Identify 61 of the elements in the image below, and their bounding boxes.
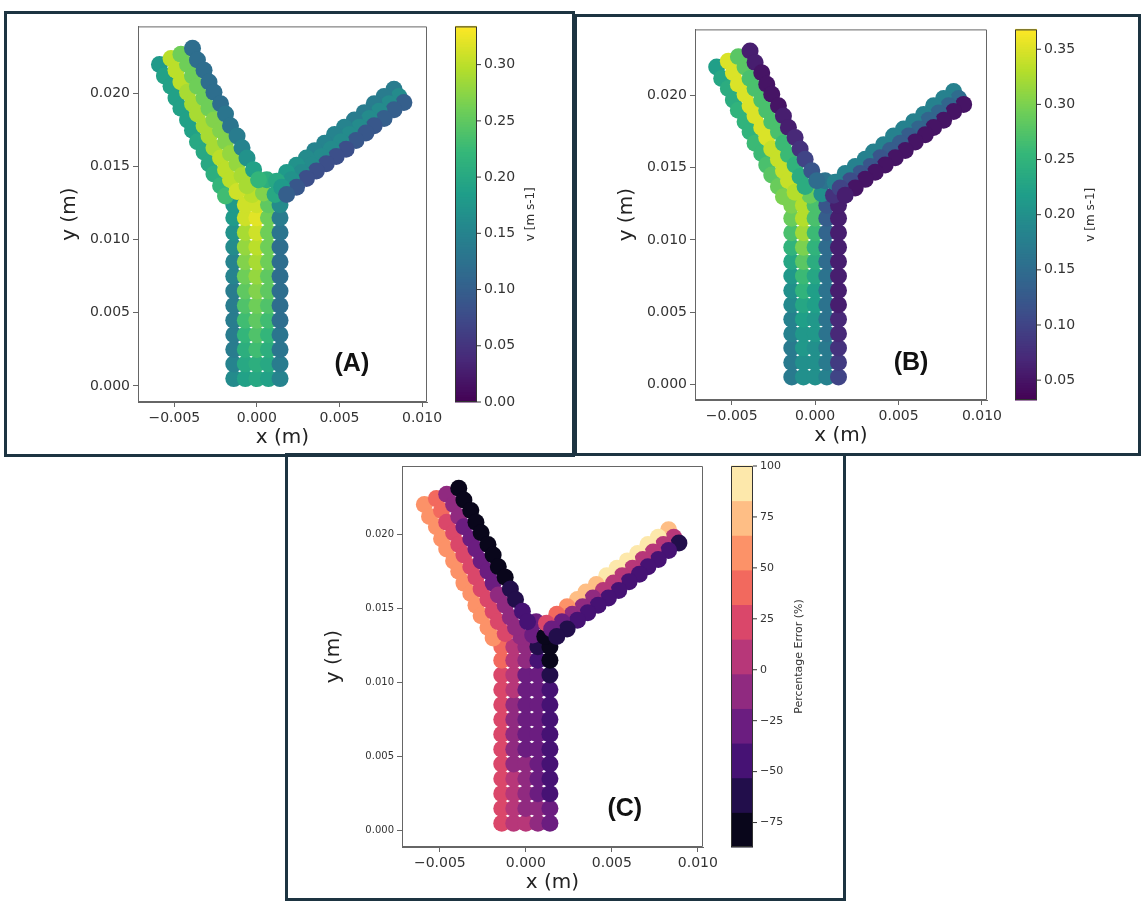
y-tick-label: 0.010 [365, 676, 394, 688]
y-axis-title: y (m) [613, 188, 638, 242]
y-axis-title: y (m) [56, 187, 81, 241]
color-bar-label: 0.05 [1044, 370, 1076, 387]
x-axis-title: x (m) [525, 869, 580, 894]
x-tick-label: −0.005 [148, 409, 201, 426]
color-bar-label: 0.30 [1044, 95, 1076, 112]
color-bar-label: 0.10 [1044, 315, 1076, 332]
y-tick-label: 0.010 [89, 230, 130, 247]
color-bar-label: 0.25 [1044, 150, 1076, 167]
x-tick-label: 0.010 [677, 854, 718, 871]
color-bar-label: 25 [760, 611, 774, 625]
y-tick-label: 0.000 [365, 824, 394, 836]
x-tick-label: 0.005 [319, 409, 360, 426]
y-tick-label: 0.005 [646, 302, 687, 319]
color-bar-label: 0.25 [484, 111, 516, 128]
x-tick-label: 0.000 [236, 409, 277, 426]
color-bar-title: v [m s-1] [1083, 187, 1098, 242]
x-tick-label: 0.000 [795, 407, 836, 424]
annotation: (B) [893, 346, 929, 375]
color-bar-label: −50 [760, 764, 784, 778]
y-tick-label: 0.015 [646, 158, 687, 175]
color-bar-label: 50 [760, 560, 774, 574]
color-bar-label: 0.15 [1044, 260, 1076, 277]
color-bar-label: 0.30 [484, 55, 516, 72]
x-tick-label: 0.010 [961, 407, 1003, 424]
color-bar-title: Percentage Error (%) [791, 599, 805, 714]
y-tick-label: 0.005 [365, 750, 394, 762]
y-tick-label: 0.020 [365, 527, 394, 539]
y-tick-label: 0.020 [646, 86, 687, 103]
annotation: (A) [334, 348, 370, 377]
color-bar-label: 0.10 [484, 280, 516, 297]
annotation: (C) [607, 792, 643, 821]
color-bar-label: 75 [760, 509, 774, 523]
color-bar-title: v [m s-1] [523, 187, 538, 242]
x-tick-label: 0.005 [878, 407, 919, 424]
x-axis-title: x (m) [255, 424, 310, 449]
x-tick-label: −0.005 [705, 407, 758, 424]
color-bar-label: 0.00 [484, 392, 516, 409]
y-tick-label: 0.020 [89, 84, 130, 101]
color-bar-label: 0.35 [1044, 39, 1076, 56]
y-tick-label: 0.005 [89, 303, 130, 320]
y-tick-label: 0.010 [646, 230, 687, 247]
color-bar-label: 0.20 [484, 167, 516, 184]
color-bar-label: 0.05 [484, 336, 516, 353]
y-tick-label: 0.015 [89, 157, 130, 174]
y-axis-title: y (m) [320, 629, 345, 684]
color-bar-label: −75 [760, 815, 784, 829]
color-bar-label: 0.15 [484, 223, 516, 240]
color-bar-label: 0 [760, 662, 767, 676]
x-tick-label: −0.005 [413, 854, 466, 871]
y-tick-label: 0.000 [89, 376, 130, 393]
x-tick-label: 0.000 [505, 854, 546, 871]
color-bar-label: 100 [760, 458, 781, 472]
x-axis-title: x (m) [814, 422, 868, 447]
color-bar-label: 0.20 [1044, 205, 1076, 222]
x-tick-label: 0.005 [591, 854, 632, 871]
color-bar-label: −25 [760, 713, 784, 727]
y-tick-label: 0.000 [646, 374, 687, 391]
y-tick-label: 0.015 [365, 601, 394, 613]
x-tick-label: 0.010 [402, 409, 443, 426]
